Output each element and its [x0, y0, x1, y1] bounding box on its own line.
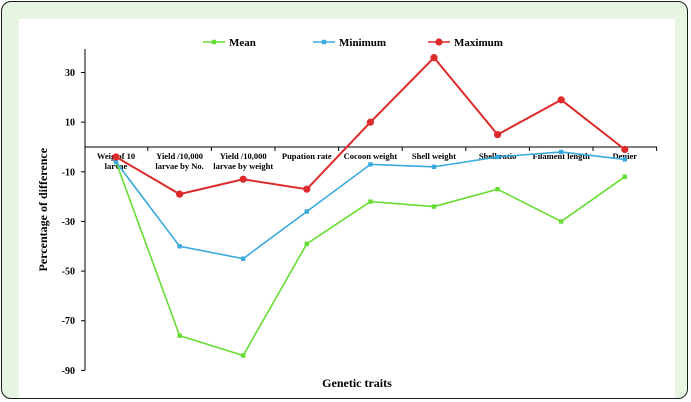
- y-tick-label: -70: [62, 316, 75, 327]
- x-tick-label: Cocoon weight: [344, 151, 398, 161]
- x-tick-label: larvae by No.: [155, 161, 203, 171]
- data-point-mean: [431, 204, 437, 209]
- legend-label: Mean: [229, 37, 256, 49]
- axes: [84, 49, 657, 371]
- legend-item-maximum: Maximum: [428, 37, 503, 49]
- x-tick-label: Denier: [613, 151, 638, 161]
- y-tick-label: -90: [62, 366, 75, 377]
- x-tick-label: Shell weight: [412, 151, 456, 161]
- series-minimum: [113, 149, 627, 261]
- data-point-maximum: [112, 153, 120, 161]
- data-point-maximum: [366, 118, 374, 126]
- data-point-mean: [559, 219, 564, 224]
- data-point-maximum: [557, 96, 565, 104]
- data-point-mean: [495, 186, 500, 192]
- legend-label: Minimum: [339, 37, 386, 49]
- series-mean: [113, 159, 627, 358]
- data-point-maximum: [303, 185, 311, 193]
- series-maximum: [112, 54, 629, 198]
- y-tick-label: 30: [65, 68, 75, 79]
- legend-swatch-marker: [435, 38, 443, 46]
- x-tick-label: larvae: [105, 161, 128, 171]
- data-point-minimum: [559, 149, 564, 155]
- x-tick-label: Yield /10,000: [220, 151, 267, 161]
- data-point-maximum: [176, 190, 184, 198]
- x-tick-label: larvae by weight: [213, 161, 273, 171]
- data-point-maximum: [430, 54, 438, 62]
- data-point-minimum: [622, 157, 627, 162]
- data-point-minimum: [495, 154, 500, 160]
- y-tick-label: 10: [65, 118, 75, 129]
- data-point-mean: [304, 241, 309, 246]
- data-point-mean: [368, 199, 373, 204]
- legend-swatch-marker: [211, 39, 217, 45]
- legend-item-mean: Mean: [203, 37, 256, 49]
- data-point-maximum: [621, 145, 629, 154]
- legend: Mean Minimum Maximum: [203, 37, 503, 49]
- y-axis-title: Percentage of difference: [36, 147, 50, 271]
- data-point-minimum: [177, 244, 182, 249]
- data-point-minimum: [304, 209, 309, 214]
- data-point-mean: [622, 174, 627, 179]
- legend-item-minimum: Minimum: [313, 37, 386, 49]
- data-point-mean: [241, 353, 246, 358]
- data-point-mean: [177, 333, 182, 338]
- chart-panel: Mean Minimum Maximum 30 10 -10 -30 -50 -70 -90 W…: [19, 19, 675, 398]
- data-point-maximum: [239, 175, 247, 183]
- data-point-maximum: [494, 130, 502, 139]
- series-line-maximum: [115, 56, 626, 196]
- legend-label: Maximum: [454, 37, 503, 49]
- legend-swatch-marker: [321, 39, 327, 45]
- x-tick-label: Filament length: [533, 151, 591, 161]
- x-axis-title: Genetic traits: [322, 376, 392, 390]
- data-point-minimum: [241, 256, 246, 261]
- series-layer: [112, 54, 629, 358]
- y-tick-label: -50: [62, 267, 75, 278]
- data-point-minimum: [431, 164, 437, 170]
- y-tick-label: -30: [62, 217, 75, 228]
- x-tick-label: Yield /10,000: [156, 151, 203, 161]
- y-tick-label: -10: [62, 167, 75, 178]
- y-ticks: 30 10 -10 -30 -50 -70 -90: [62, 68, 85, 377]
- data-point-minimum: [368, 162, 373, 167]
- data-point-minimum: [113, 159, 119, 165]
- x-tick-label: Pupation rate: [282, 151, 332, 161]
